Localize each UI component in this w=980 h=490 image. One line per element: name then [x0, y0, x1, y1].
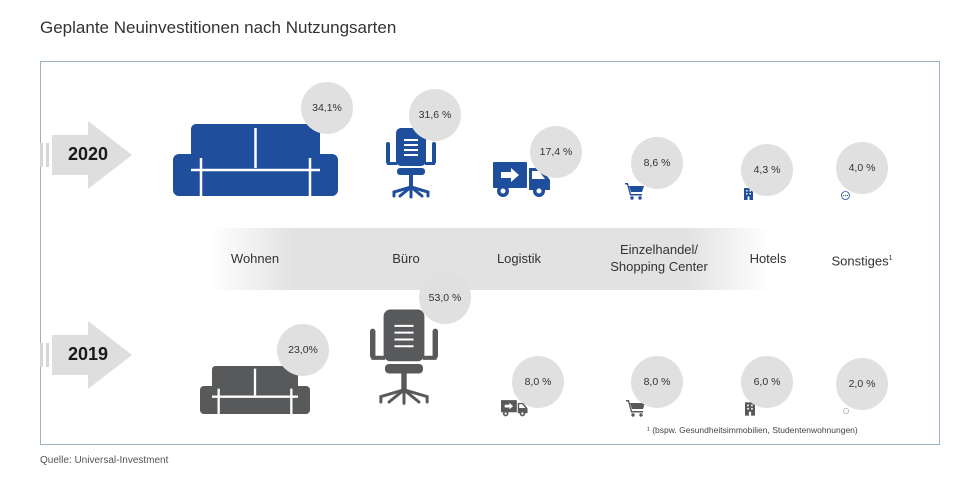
hotel-icon	[745, 402, 755, 416]
category-label-line2: Shopping Center	[610, 259, 708, 274]
value-bubble-2019: 2,0 %	[836, 358, 888, 410]
value-bubble-2019: 53,0 %	[419, 272, 471, 324]
value-bubble-2019: 8,0 %	[512, 356, 564, 408]
value-bubble-2020: 34,1%	[301, 82, 353, 134]
cart-icon	[626, 400, 645, 417]
sofa-icon	[200, 366, 310, 414]
value-bubble-2020: 31,6 %	[409, 89, 461, 141]
category-label: Sonstiges	[831, 253, 889, 269]
chart-title: Geplante Neuinvestitionen nach Nutzungsa…	[40, 18, 397, 37]
value-bubble-2020: 8,6 %	[631, 137, 683, 189]
category-label: Büro	[392, 251, 420, 266]
value-bubble-2020: 4,0 %	[836, 142, 888, 194]
footnote: ¹ (bspw. Gesundheitsimmobilien, Studente…	[647, 425, 858, 435]
category-label-line1: Einzelhandel/	[619, 242, 699, 257]
year-label-2020: 2020	[68, 144, 109, 164]
office-chair-icon	[386, 128, 436, 199]
value-bubble-2019: 6,0 %	[741, 356, 793, 408]
truck-icon	[501, 400, 528, 417]
category-band	[210, 228, 770, 290]
source-note: Quelle: Universal-Investment	[40, 455, 169, 466]
value-bubble-2020: 17,4 %	[530, 126, 582, 178]
sofa-icon	[173, 124, 338, 196]
category-label-sonstiges: Sonstiges1	[820, 250, 904, 269]
chart-frame	[40, 61, 940, 445]
cart-icon	[625, 183, 644, 200]
category-label: Hotels	[749, 251, 787, 266]
year-2020-arrow	[40, 121, 132, 189]
category-label: Wohnen	[230, 251, 280, 266]
ellipsis-icon	[843, 408, 849, 414]
footnote-marker: 1	[888, 255, 893, 262]
value-bubble-2019: 8,0 %	[631, 356, 683, 408]
category-label-multiline: Einzelhandel/ Shopping Center	[595, 241, 723, 275]
value-bubble-2020: 4,3 %	[741, 144, 793, 196]
year-2019-arrow	[40, 321, 132, 389]
year-label-2019: 2019	[68, 344, 109, 364]
ellipsis-icon	[841, 191, 850, 200]
value-bubble-2019: 23,0%	[277, 324, 329, 376]
office-chair-icon	[370, 309, 438, 405]
hotel-icon	[744, 188, 753, 200]
category-label: Logistik	[496, 251, 542, 266]
